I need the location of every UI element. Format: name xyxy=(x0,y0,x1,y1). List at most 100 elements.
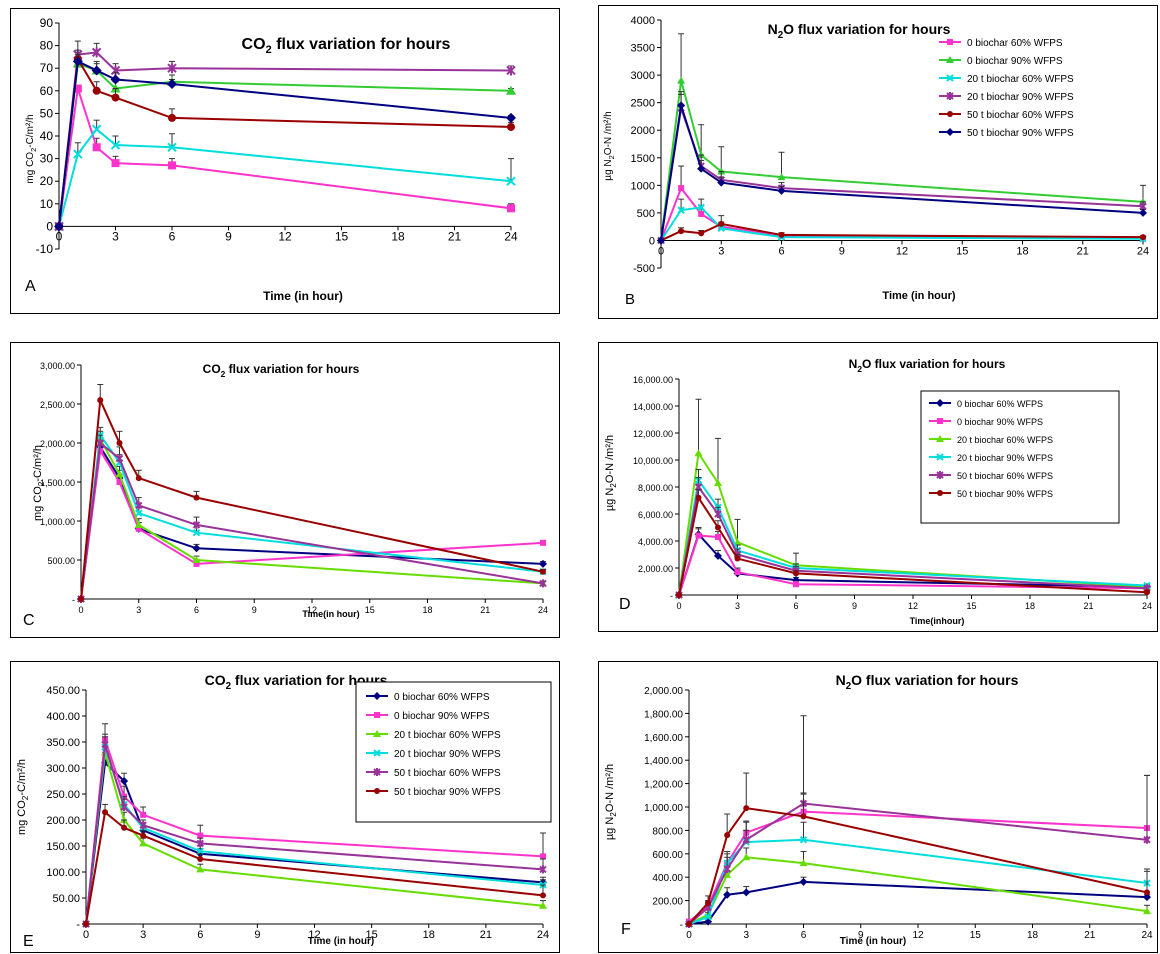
legend-entry-label: 50 t biochar 90% WFPS xyxy=(394,787,501,798)
chart-c-plot-area: - 500.00 1,000.00 1,500.00 2,000.00 2,500.00 3… xyxy=(40,361,548,615)
legend-entry-label: 20 t biochar 60% WFPS xyxy=(967,74,1074,85)
data-point-circle xyxy=(111,93,120,102)
series-3 xyxy=(54,40,516,232)
data-point-diamond xyxy=(54,221,64,232)
series-0 xyxy=(685,876,1151,928)
data-point-x xyxy=(73,149,83,159)
y-tick-label: -500 xyxy=(633,263,655,275)
data-point-star xyxy=(120,803,128,811)
data-point-triangle xyxy=(192,556,201,563)
data-point-square xyxy=(135,525,142,532)
data-point-diamond xyxy=(792,576,800,585)
data-point-triangle xyxy=(1143,907,1151,915)
y-tick-label: - xyxy=(76,919,80,931)
chart-e-panel-letter: E xyxy=(23,933,34,950)
data-point-circle xyxy=(705,899,712,906)
data-point-circle xyxy=(374,788,380,794)
data-point-x xyxy=(91,124,102,134)
series-4 xyxy=(82,733,547,928)
y-tick-label: 50.00 xyxy=(52,893,80,905)
chart-panel-f: N2O flux variation for hours F Time (in … xyxy=(598,661,1158,953)
data-point-diamond xyxy=(714,551,722,560)
data-point-triangle xyxy=(694,449,703,457)
y-tick-label: 2,000.00 xyxy=(644,686,683,697)
y-tick-label: 1,000.00 xyxy=(644,803,683,814)
x-tick-label: 0 xyxy=(676,601,681,611)
chart-b-title: N2O flux variation for hours xyxy=(768,21,951,41)
legend-entry-label: 0 biochar 60% WFPS xyxy=(957,399,1043,409)
x-tick-label: 18 xyxy=(1016,245,1028,257)
x-tick-label: 24 xyxy=(538,605,548,615)
data-point-circle xyxy=(676,592,682,598)
y-tick-label: 2500 xyxy=(631,98,655,110)
y-tick-label: 90 xyxy=(40,16,54,30)
data-point-triangle xyxy=(714,478,722,486)
y-tick-label: 0 xyxy=(649,235,655,247)
y-tick-label: - xyxy=(72,595,75,605)
y-axis-label-text: µg N xyxy=(604,817,616,841)
x-tick-label: 24 xyxy=(537,929,549,941)
data-point-x xyxy=(192,528,201,537)
chart-title-text: N xyxy=(849,357,858,371)
x-tick-label: 15 xyxy=(956,245,968,257)
chart-title-subscript: 2 xyxy=(266,44,272,56)
data-point-circle xyxy=(121,824,128,831)
data-point-circle xyxy=(1144,589,1150,596)
series-line xyxy=(80,432,544,600)
data-point-circle xyxy=(140,832,147,839)
data-point-triangle xyxy=(139,839,148,847)
y-tick-label: 400.00 xyxy=(652,873,683,884)
series-4 xyxy=(77,434,547,603)
x-tick-label: 6 xyxy=(197,929,203,941)
y-tick-label: 400.00 xyxy=(46,711,80,723)
y-tick-label: 100.00 xyxy=(46,867,80,879)
legend-entry-label: 0 biochar 90% WFPS xyxy=(967,56,1063,67)
data-point-star xyxy=(139,821,147,830)
chart-f-x-axis-label: Time (in hour) xyxy=(840,936,906,947)
data-point-star xyxy=(742,835,750,844)
y-axis-label-text: O-N /m²/h xyxy=(604,764,616,812)
data-point-star xyxy=(946,92,954,100)
y-axis-label-subscript: 2 xyxy=(609,812,618,817)
data-point-triangle xyxy=(115,470,124,478)
data-point-diamond xyxy=(677,101,686,110)
x-tick-label: 3 xyxy=(112,229,119,243)
y-tick-label: 500.00 xyxy=(47,556,75,566)
data-point-square xyxy=(540,539,546,546)
y-tick-label: 1500 xyxy=(631,153,655,165)
chart-b-svg: N2O flux variation for hours B Time (in … xyxy=(603,15,1150,308)
series-0 xyxy=(658,165,1146,244)
data-point-x xyxy=(697,203,705,212)
data-point-circle xyxy=(507,122,515,131)
chart-e-x-axis-label: Time (in hour) xyxy=(308,936,374,947)
chart-d-title: N2O flux variation for hours xyxy=(849,357,1006,374)
chart-b-y-axis-label: µg N2O-N /m²/h xyxy=(603,111,616,180)
data-point-square xyxy=(374,712,380,718)
chart-title-subscript: 2 xyxy=(857,364,862,374)
x-tick-label: 15 xyxy=(366,929,378,941)
data-point-star xyxy=(115,454,124,463)
chart-c-x-axis-label: Time(in hour) xyxy=(302,609,359,619)
data-point-star xyxy=(96,439,104,447)
x-tick-label: 9 xyxy=(252,605,257,615)
data-point-square xyxy=(73,84,82,93)
data-point-diamond xyxy=(723,890,732,899)
x-tick-label: 6 xyxy=(194,605,199,615)
data-point-star xyxy=(936,471,944,479)
data-point-triangle xyxy=(723,870,732,878)
series-5 xyxy=(657,93,1147,245)
data-point-diamond xyxy=(167,79,177,90)
data-point-x xyxy=(799,836,808,844)
x-tick-label: 6 xyxy=(801,930,807,941)
y-tick-label: 150.00 xyxy=(46,841,80,853)
x-tick-label: 0 xyxy=(83,929,89,941)
data-point-diamond xyxy=(742,888,751,897)
y-tick-label: 20 xyxy=(40,174,54,188)
y-axis-label-text: -C/m²/h xyxy=(25,114,36,147)
data-point-diamond xyxy=(506,112,516,123)
y-tick-label: - xyxy=(670,591,673,601)
y-tick-label: 250.00 xyxy=(46,789,80,801)
data-point-circle xyxy=(540,892,546,899)
y-tick-label: 30 xyxy=(40,152,54,166)
